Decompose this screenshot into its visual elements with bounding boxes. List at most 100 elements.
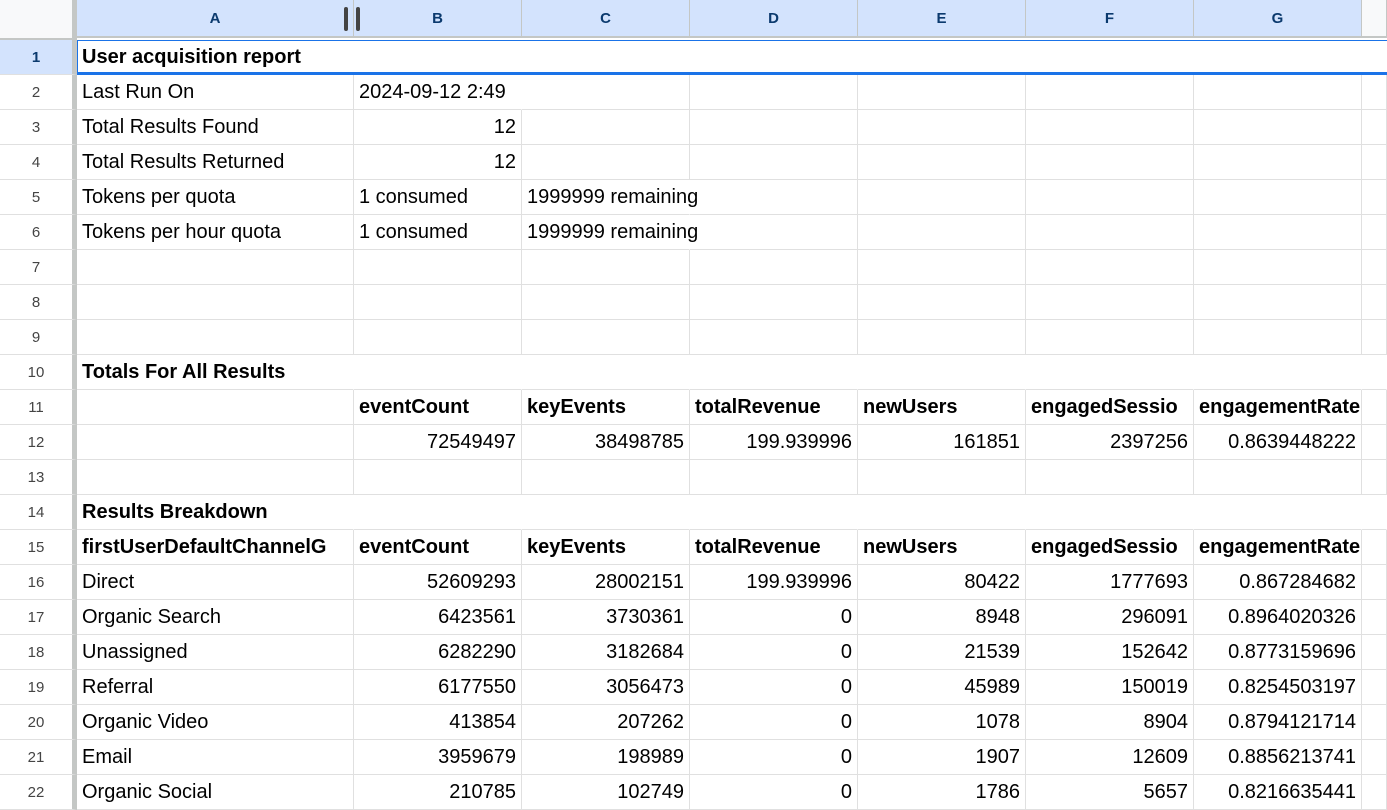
cell-7[interactable]	[1362, 250, 1387, 285]
row-header-4[interactable]: 4	[0, 145, 77, 180]
cell-g22[interactable]: 0.8216635441	[1194, 775, 1362, 810]
row-header-8[interactable]: 8	[0, 285, 77, 320]
cell-c14[interactable]	[522, 495, 690, 530]
cell-a11[interactable]	[77, 390, 354, 425]
cell-e22[interactable]: 1786	[858, 775, 1026, 810]
cell-c12[interactable]: 38498785	[522, 425, 690, 460]
row-header-1[interactable]: 1	[0, 40, 77, 75]
cell-g2[interactable]	[1194, 75, 1362, 110]
cell-1[interactable]	[1362, 40, 1387, 75]
cell-d13[interactable]	[690, 460, 858, 495]
cell-e1[interactable]	[858, 40, 1026, 75]
cell-13[interactable]	[1362, 460, 1387, 495]
cell-d20[interactable]: 0	[690, 705, 858, 740]
cell-g1[interactable]	[1194, 40, 1362, 75]
cell-d7[interactable]	[690, 250, 858, 285]
cell-f17[interactable]: 296091	[1026, 600, 1194, 635]
cell-b6[interactable]: 1 consumed	[354, 215, 522, 250]
cell-g11[interactable]: engagementRate	[1194, 390, 1362, 425]
cell-e13[interactable]	[858, 460, 1026, 495]
cell-e21[interactable]: 1907	[858, 740, 1026, 775]
row-header-5[interactable]: 5	[0, 180, 77, 215]
cell-f11[interactable]: engagedSessio	[1026, 390, 1194, 425]
cell-c13[interactable]	[522, 460, 690, 495]
cell-d5[interactable]	[690, 180, 858, 215]
cell-a20[interactable]: Organic Video	[77, 705, 354, 740]
cell-a13[interactable]	[77, 460, 354, 495]
cell-d3[interactable]	[690, 110, 858, 145]
cell-11[interactable]	[1362, 390, 1387, 425]
cell-6[interactable]	[1362, 215, 1387, 250]
cell-e10[interactable]	[858, 355, 1026, 390]
cell-d2[interactable]	[690, 75, 858, 110]
cell-f14[interactable]	[1026, 495, 1194, 530]
row-header-6[interactable]: 6	[0, 215, 77, 250]
column-header-g[interactable]: G	[1194, 0, 1362, 38]
cell-9[interactable]	[1362, 320, 1387, 355]
row-header-17[interactable]: 17	[0, 600, 77, 635]
cell-c11[interactable]: keyEvents	[522, 390, 690, 425]
cell-d4[interactable]	[690, 145, 858, 180]
cell-e9[interactable]	[858, 320, 1026, 355]
cell-e14[interactable]	[858, 495, 1026, 530]
cell-f6[interactable]	[1026, 215, 1194, 250]
cell-3[interactable]	[1362, 110, 1387, 145]
row-header-16[interactable]: 16	[0, 565, 77, 600]
cell-d14[interactable]	[690, 495, 858, 530]
cell-b12[interactable]: 72549497	[354, 425, 522, 460]
cell-b22[interactable]: 210785	[354, 775, 522, 810]
column-header-a[interactable]: A	[77, 0, 354, 38]
row-header-11[interactable]: 11	[0, 390, 77, 425]
row-header-14[interactable]: 14	[0, 495, 77, 530]
cell-f12[interactable]: 2397256	[1026, 425, 1194, 460]
row-header-12[interactable]: 12	[0, 425, 77, 460]
cell-22[interactable]	[1362, 775, 1387, 810]
cell-a17[interactable]: Organic Search	[77, 600, 354, 635]
cell-f5[interactable]	[1026, 180, 1194, 215]
cell-g4[interactable]	[1194, 145, 1362, 180]
cell-c7[interactable]	[522, 250, 690, 285]
cell-d22[interactable]: 0	[690, 775, 858, 810]
cell-b3[interactable]: 12	[354, 110, 522, 145]
column-header-d[interactable]: D	[690, 0, 858, 38]
cell-a2[interactable]: Last Run On	[77, 75, 354, 110]
cell-g8[interactable]	[1194, 285, 1362, 320]
cell-19[interactable]	[1362, 670, 1387, 705]
cell-g5[interactable]	[1194, 180, 1362, 215]
cell-c10[interactable]	[522, 355, 690, 390]
cell-d21[interactable]: 0	[690, 740, 858, 775]
cell-g13[interactable]	[1194, 460, 1362, 495]
cell-e2[interactable]	[858, 75, 1026, 110]
cell-21[interactable]	[1362, 740, 1387, 775]
cell-18[interactable]	[1362, 635, 1387, 670]
cell-c4[interactable]	[522, 145, 690, 180]
cell-a18[interactable]: Unassigned	[77, 635, 354, 670]
cell-e18[interactable]: 21539	[858, 635, 1026, 670]
cell-b21[interactable]: 3959679	[354, 740, 522, 775]
cell-c6[interactable]: 1999999 remaining	[522, 215, 698, 250]
cell-d15[interactable]: totalRevenue	[690, 530, 858, 565]
cell-a22[interactable]: Organic Social	[77, 775, 354, 810]
cell-a19[interactable]: Referral	[77, 670, 354, 705]
cell-f20[interactable]: 8904	[1026, 705, 1194, 740]
cell-b8[interactable]	[354, 285, 522, 320]
cell-g14[interactable]	[1194, 495, 1362, 530]
cell-d10[interactable]	[690, 355, 858, 390]
cell-e16[interactable]: 80422	[858, 565, 1026, 600]
cell-c17[interactable]: 3730361	[522, 600, 690, 635]
cell-c1[interactable]	[522, 40, 690, 75]
cell-f15[interactable]: engagedSessio	[1026, 530, 1194, 565]
cell-g9[interactable]	[1194, 320, 1362, 355]
cell-b10[interactable]	[354, 355, 522, 390]
cell-b19[interactable]: 6177550	[354, 670, 522, 705]
cell-g3[interactable]	[1194, 110, 1362, 145]
cell-b9[interactable]	[354, 320, 522, 355]
cell-8[interactable]	[1362, 285, 1387, 320]
column-header-e[interactable]: E	[858, 0, 1026, 38]
cell-a1[interactable]: User acquisition report	[77, 40, 354, 75]
row-header-9[interactable]: 9	[0, 320, 77, 355]
cell-14[interactable]	[1362, 495, 1387, 530]
cell-f13[interactable]	[1026, 460, 1194, 495]
cell-e7[interactable]	[858, 250, 1026, 285]
cell-f8[interactable]	[1026, 285, 1194, 320]
